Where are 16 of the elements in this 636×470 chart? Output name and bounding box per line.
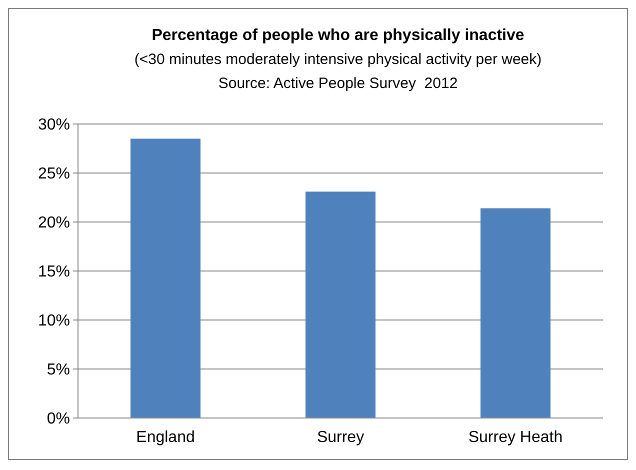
chart-subtitle: (<30 minutes moderately intensive physical activity per week) [134,51,542,68]
chart-title: Percentage of people who are physically inactive [152,27,524,44]
bar [480,208,550,418]
bar [306,192,376,418]
source-note: Source: Active People Survey 2012 [218,75,458,92]
bar [130,138,200,418]
x-tick-label: Surrey Heath [468,429,563,446]
y-tick-label: 10% [38,312,70,330]
x-tick-label: England [136,429,195,446]
y-tick-label: 20% [38,214,70,232]
y-tick-label: 30% [38,116,70,134]
x-tick-label: Surrey [316,429,364,446]
y-tick-label: 5% [46,362,70,379]
y-tick-label: 0% [46,410,70,428]
y-tick-label: 15% [38,264,70,281]
y-tick-label: 25% [38,166,70,183]
